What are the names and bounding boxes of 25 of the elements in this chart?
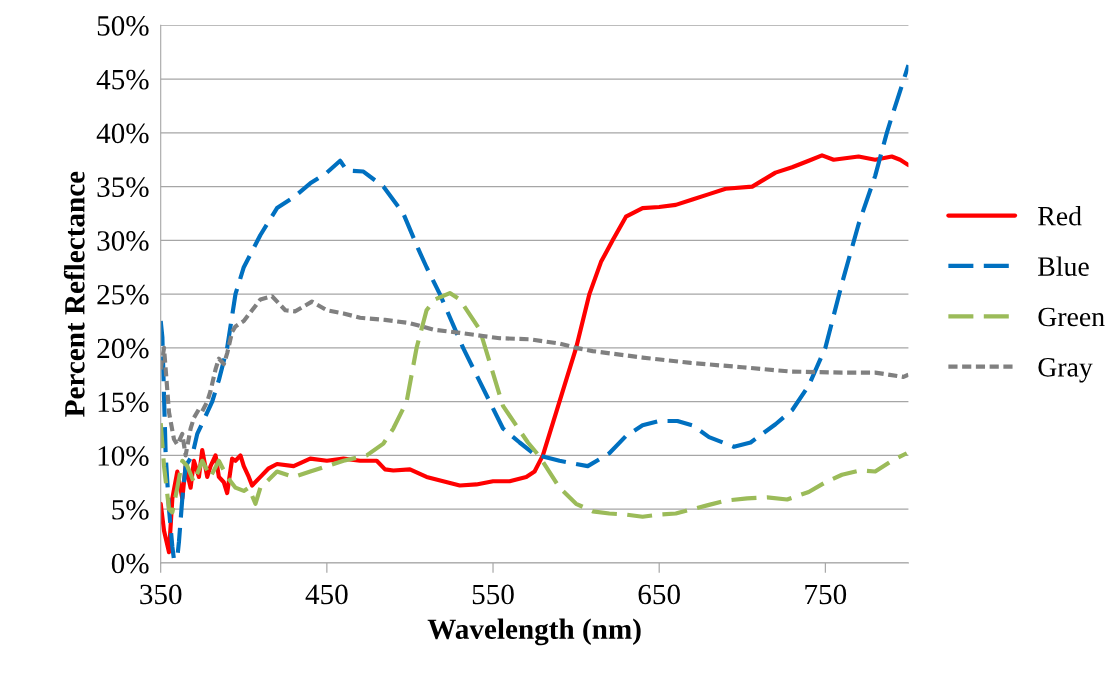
y-tick-label: 5% <box>112 499 149 520</box>
x-tick-label: 650 <box>638 584 680 605</box>
y-tick-label: 30% <box>97 231 149 251</box>
legend-label: Gray <box>1038 357 1093 383</box>
y-tick-label: 0% <box>111 553 149 574</box>
x-tick-label: 550 <box>472 584 514 605</box>
x-axis-title: Wavelength (nm) <box>427 618 641 646</box>
line-series <box>160 290 909 519</box>
legend-label: Blue <box>1038 256 1089 276</box>
y-tick-label: 25% <box>97 284 149 305</box>
line-series <box>160 294 909 458</box>
y-tick-label: 45% <box>96 69 149 90</box>
x-tick-label: 750 <box>805 584 847 605</box>
y-tick-label: 50% <box>97 16 149 36</box>
y-tick-label: 15% <box>98 392 149 413</box>
y-tick-label: 10% <box>98 446 149 466</box>
y-axis-title: Percent Reflectance <box>63 171 85 417</box>
y-tick-label: 35% <box>97 177 149 198</box>
y-tick-label: 20% <box>97 338 149 359</box>
legend-label: Red <box>1038 206 1082 226</box>
line-series <box>160 153 909 555</box>
y-tick-label: 40% <box>96 123 149 144</box>
x-tick-label: 450 <box>305 584 348 605</box>
legend-label: Green <box>1038 307 1105 327</box>
x-tick-label: 350 <box>140 584 182 605</box>
